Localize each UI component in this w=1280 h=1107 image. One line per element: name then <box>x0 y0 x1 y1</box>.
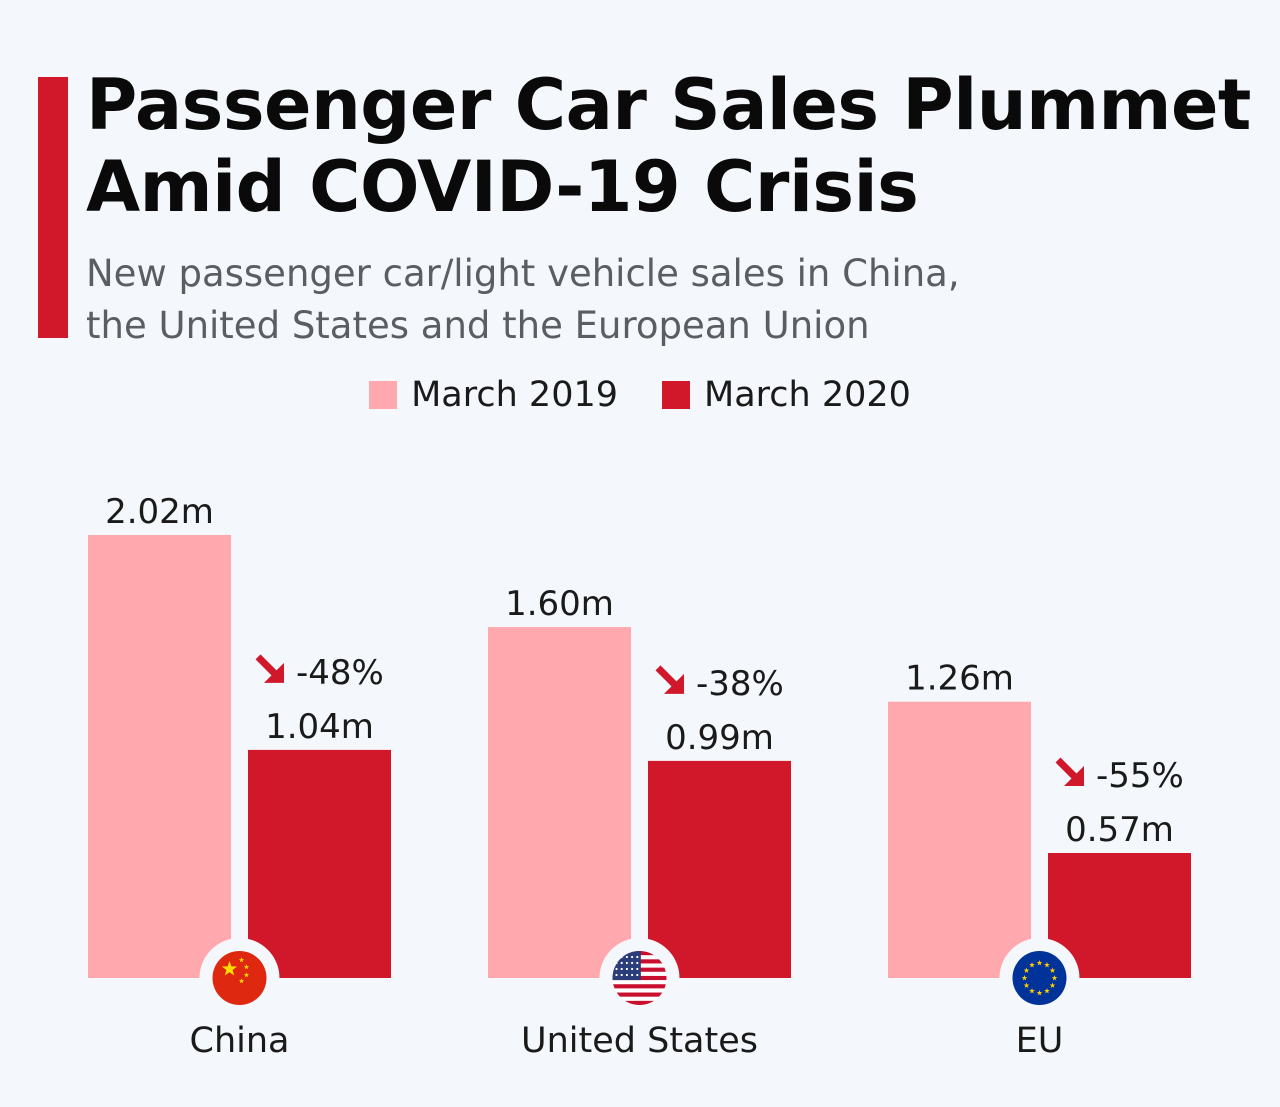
china-flag-icon <box>212 951 267 1005</box>
value-label-united-states-march-2020: 0.99m <box>665 718 774 758</box>
bar-china-march-2019 <box>88 535 231 978</box>
bar-eu-march-2019 <box>888 701 1031 978</box>
change-label-eu: -55% <box>1096 756 1184 796</box>
flag-star <box>1049 967 1056 973</box>
chart-title-line-2: Amid COVID-19 Crisis <box>86 146 919 228</box>
chart-subtitle: New passenger car/light vehicle sales in… <box>86 248 1236 352</box>
flag-star <box>1023 967 1030 973</box>
flag-star <box>243 972 250 978</box>
eu-flag-icon <box>1012 951 1067 1005</box>
flag-star <box>1036 960 1043 966</box>
chart-title-line-1: Passenger Car Sales Plummet <box>86 64 1251 146</box>
down-arrow-head <box>1064 766 1084 786</box>
flag-star <box>1051 975 1058 981</box>
category-label-china: China <box>190 1021 290 1061</box>
us-flag-icon <box>612 951 667 1005</box>
category-label-eu: EU <box>1016 1021 1064 1061</box>
flag-star <box>1021 975 1028 981</box>
legend-swatch-march-2020 <box>662 381 690 409</box>
chart-subtitle-line-2: the United States and the European Union <box>86 304 870 347</box>
legend-label-march-2019: March 2019 <box>411 375 618 415</box>
chart-legend: March 2019 March 2020 <box>0 372 1280 418</box>
down-arrow-shaft <box>1055 757 1079 781</box>
value-label-eu-march-2019: 1.26m <box>905 659 1014 699</box>
value-label-eu-march-2020: 0.57m <box>1065 810 1174 850</box>
flag-star <box>1044 962 1050 968</box>
chart-title: Passenger Car Sales Plummet Amid COVID-1… <box>86 64 1266 228</box>
change-label-china: -48% <box>296 653 384 693</box>
flag-star <box>1049 982 1056 988</box>
flag-star <box>238 957 245 963</box>
flag-star <box>221 961 238 976</box>
down-arrow-shaft <box>655 665 679 689</box>
flag-star <box>1036 990 1043 996</box>
down-arrow-head <box>664 673 684 694</box>
title-accent-bar <box>38 77 68 338</box>
down-arrow-shaft <box>255 654 279 678</box>
legend-label-march-2020: March 2020 <box>704 375 911 415</box>
flag-star <box>238 978 245 984</box>
bar-united-states-march-2020 <box>648 760 791 978</box>
flag-star <box>1023 982 1030 988</box>
flag-star <box>1029 962 1035 968</box>
value-label-united-states-march-2019: 1.60m <box>505 584 614 624</box>
flag-star <box>1029 987 1035 994</box>
category-label-united-states: United States <box>521 1021 758 1061</box>
value-label-china-march-2019: 2.02m <box>105 492 214 532</box>
legend-item-march-2020: March 2020 <box>662 375 911 415</box>
down-arrow-head <box>264 662 284 683</box>
legend-swatch-march-2019 <box>369 381 398 409</box>
value-label-china-march-2020: 1.04m <box>265 707 374 747</box>
flag-star <box>1044 987 1050 994</box>
down-arrow-icon <box>255 654 284 683</box>
flag-star <box>243 964 250 970</box>
down-arrow-icon <box>1055 757 1084 786</box>
chart-subtitle-line-1: New passenger car/light vehicle sales in… <box>86 252 960 295</box>
down-arrow-icon <box>655 665 684 694</box>
bar-united-states-march-2019 <box>488 627 631 978</box>
bar-china-march-2020 <box>248 749 391 978</box>
change-label-united-states: -38% <box>696 664 784 704</box>
legend-item-march-2019: March 2019 <box>369 375 618 415</box>
